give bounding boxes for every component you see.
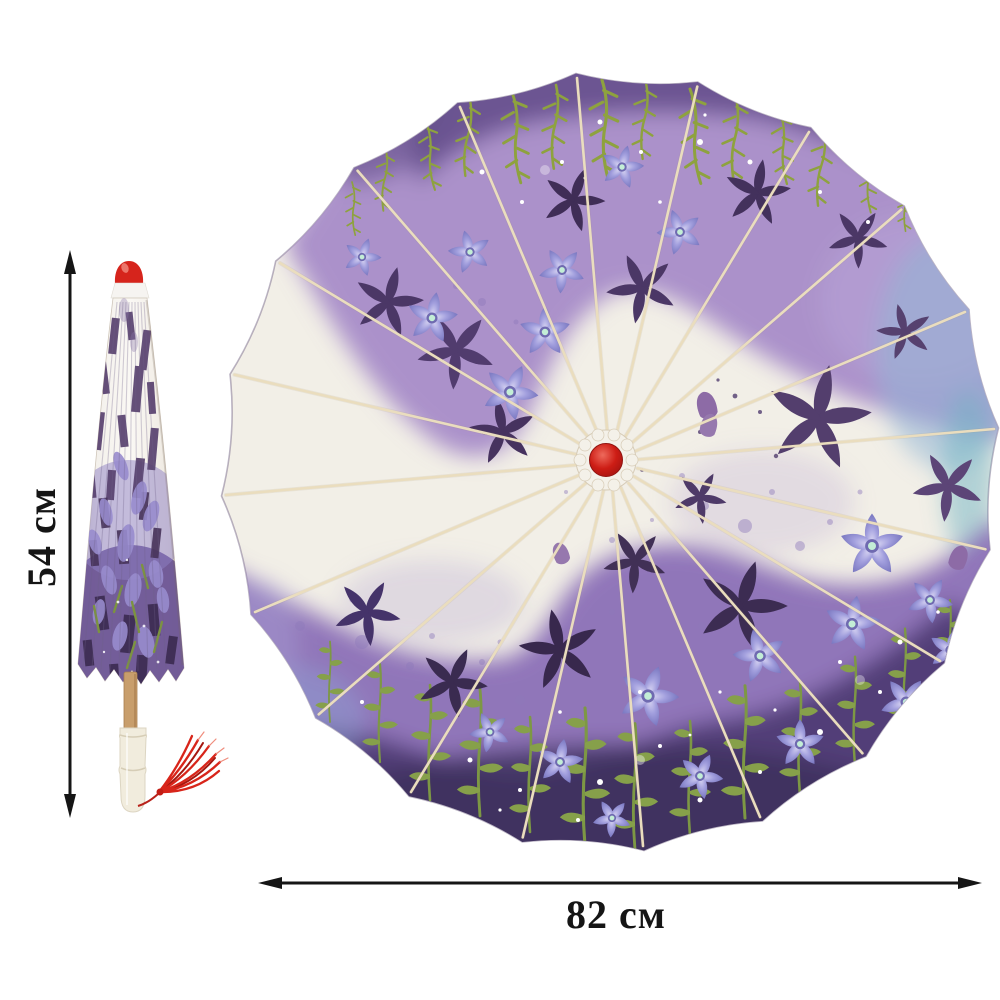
sparkle-dots — [360, 113, 940, 822]
pleat-lines — [82, 301, 167, 673]
height-dimension-label: 54 см — [19, 487, 64, 587]
width-arrow-head-left — [258, 877, 282, 889]
top-collar — [110, 282, 150, 299]
height-dimension: 54 см — [19, 250, 76, 818]
handle-grooves — [119, 734, 147, 772]
tassel-binding — [156, 788, 164, 796]
umbrella-open-view — [220, 72, 1000, 852]
width-dimension-label: 82 см — [566, 892, 666, 937]
canopy-hub — [573, 428, 639, 492]
tassel-red — [137, 731, 229, 807]
height-arrow-head-bottom — [64, 794, 76, 818]
finial-highlight — [121, 263, 129, 273]
tassel-cord — [137, 793, 159, 807]
height-arrow-head-top — [64, 250, 76, 274]
hub-red-cap — [589, 443, 623, 477]
width-dimension: 82 см — [258, 877, 982, 937]
green-leaf-accents — [92, 563, 164, 670]
umbrella-closed-view — [77, 261, 229, 813]
hub-scallops — [573, 428, 639, 492]
width-arrow-head-right — [958, 877, 982, 889]
folded-canopy — [77, 297, 185, 685]
top-finial-red — [114, 261, 144, 287]
lavender-petal-patches — [88, 451, 170, 658]
